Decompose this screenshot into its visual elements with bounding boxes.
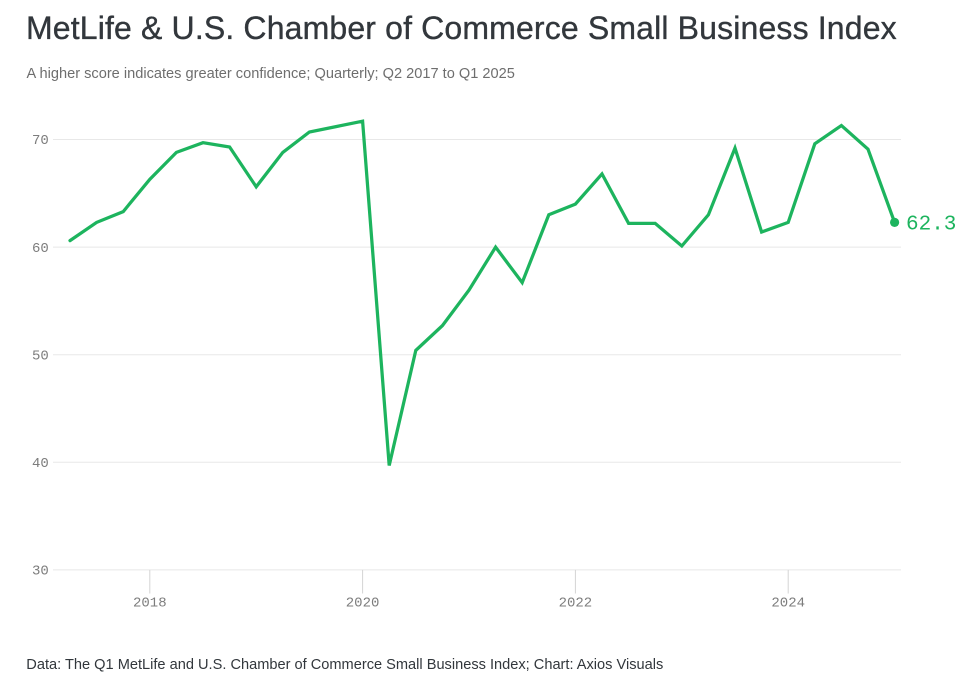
- svg-text:30: 30: [32, 564, 49, 580]
- svg-text:70: 70: [32, 133, 49, 149]
- svg-text:60: 60: [32, 241, 49, 257]
- svg-text:2018: 2018: [133, 596, 167, 612]
- svg-text:2024: 2024: [771, 596, 805, 612]
- svg-text:62.3: 62.3: [906, 214, 956, 237]
- svg-text:2022: 2022: [559, 596, 593, 612]
- svg-text:40: 40: [32, 456, 49, 472]
- svg-text:50: 50: [32, 348, 49, 364]
- svg-text:2020: 2020: [346, 596, 380, 612]
